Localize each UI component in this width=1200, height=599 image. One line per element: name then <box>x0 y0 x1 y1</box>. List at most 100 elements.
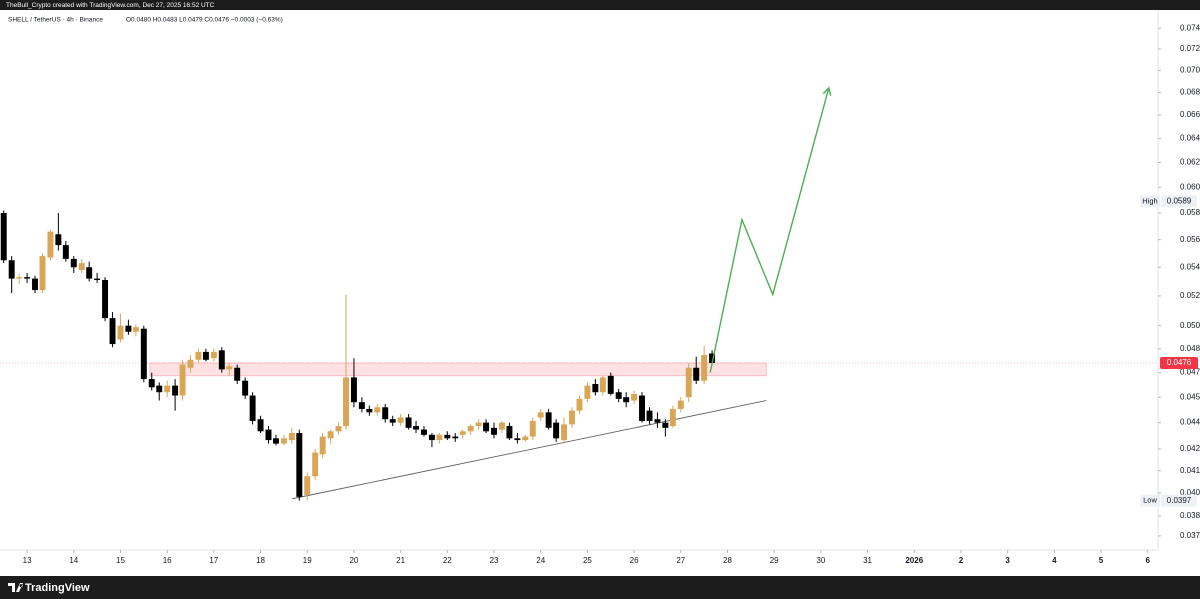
candle-body <box>172 385 179 396</box>
projection-arrowhead <box>822 86 832 96</box>
candle-body <box>366 408 373 413</box>
candle-body <box>24 277 31 279</box>
candle-body <box>242 380 249 396</box>
plot-area <box>0 86 1158 501</box>
marker-tag <box>1140 494 1160 507</box>
logo <box>8 583 23 592</box>
x-tick-label: 21 <box>396 556 405 565</box>
marker-label: High <box>1142 196 1157 205</box>
candle-body <box>709 353 716 363</box>
x-tick-label: 15 <box>116 556 125 565</box>
x-tick-label: 4 <box>1052 556 1057 565</box>
brand: TradingView <box>25 582 90 594</box>
marker-price: 0.0589 <box>1167 196 1192 205</box>
candle-body <box>0 213 7 261</box>
x-tick-label: 24 <box>536 556 545 565</box>
candle-body <box>234 367 241 381</box>
marker-label: Low <box>1143 496 1157 505</box>
candle-body <box>156 385 163 393</box>
y-tick-label: 0.0413 <box>1180 466 1200 475</box>
x-tick-label: 28 <box>723 556 732 565</box>
candle-body <box>39 256 46 291</box>
candle-body <box>257 419 264 432</box>
candle-body <box>537 412 544 418</box>
candle-body <box>280 438 287 444</box>
candle-body <box>47 231 54 258</box>
y-tick-label: 0.0401 <box>1180 488 1200 497</box>
projection-path <box>709 87 830 373</box>
candle-body <box>483 422 490 432</box>
candle-body <box>599 377 606 393</box>
candle-body <box>584 385 591 399</box>
candle-body <box>576 398 583 411</box>
candle-body <box>646 410 653 421</box>
candle-body <box>669 408 676 427</box>
candle-body <box>389 419 396 423</box>
candle-body <box>210 351 217 359</box>
candle-body <box>522 436 529 441</box>
candle-body <box>327 431 334 439</box>
candle-body <box>312 452 319 477</box>
x-tick-label: 29 <box>770 556 779 565</box>
candle-body <box>94 278 101 281</box>
candle-body <box>436 434 443 441</box>
last-price-label: 0.0476 <box>1167 358 1192 367</box>
x-tick-label: 2026 <box>905 556 923 565</box>
x-tick-label: 13 <box>23 556 32 565</box>
last-price-box <box>1160 356 1198 369</box>
x-tick-label: 19 <box>303 556 312 565</box>
candle-body <box>148 379 155 388</box>
candle-body <box>553 422 560 439</box>
x-tick-label: 27 <box>676 556 685 565</box>
candle-body <box>654 419 661 423</box>
candle-body <box>78 263 85 271</box>
y-tick-label: 0.0379 <box>1180 531 1200 540</box>
x-tick-label: 22 <box>443 556 452 565</box>
candle-body <box>382 407 389 420</box>
candle-body <box>202 351 209 360</box>
candle-body <box>55 234 62 246</box>
candle-body <box>545 412 552 428</box>
footer-bar <box>0 576 1200 599</box>
candle-body <box>421 429 427 435</box>
candle-body <box>607 375 614 394</box>
candle-body <box>397 417 404 423</box>
candle-body <box>32 278 38 291</box>
candle-body <box>475 422 482 427</box>
x-tick-label: 26 <box>630 556 639 565</box>
candle-body <box>187 359 194 368</box>
candle-body <box>288 433 295 441</box>
candle-body <box>459 431 466 435</box>
candle-body <box>249 395 256 421</box>
y-tick-label: 0.0389 <box>1180 511 1200 520</box>
candle-body <box>569 410 575 425</box>
x-tick-label: 17 <box>209 556 218 565</box>
trendline <box>292 400 767 500</box>
resistance-zone <box>149 362 767 377</box>
candle-body <box>102 280 109 319</box>
candle-body <box>685 367 692 398</box>
marker-price-box <box>1161 195 1197 208</box>
credit: TheBull_Crypto created with TradingView.… <box>6 2 215 9</box>
candle-body <box>623 397 630 403</box>
header-bar <box>0 0 1200 10</box>
candle-body <box>677 400 684 409</box>
candle-body <box>109 318 116 345</box>
candle-body <box>358 402 365 409</box>
marker-price: 0.0397 <box>1167 496 1192 505</box>
y-tick-label: 0.0425 <box>1180 444 1200 453</box>
candle-body <box>405 417 412 428</box>
x-tick-label: 5 <box>1099 556 1104 565</box>
candle-body <box>304 476 311 495</box>
candle-body <box>343 377 349 427</box>
marker-tag <box>1140 195 1160 208</box>
